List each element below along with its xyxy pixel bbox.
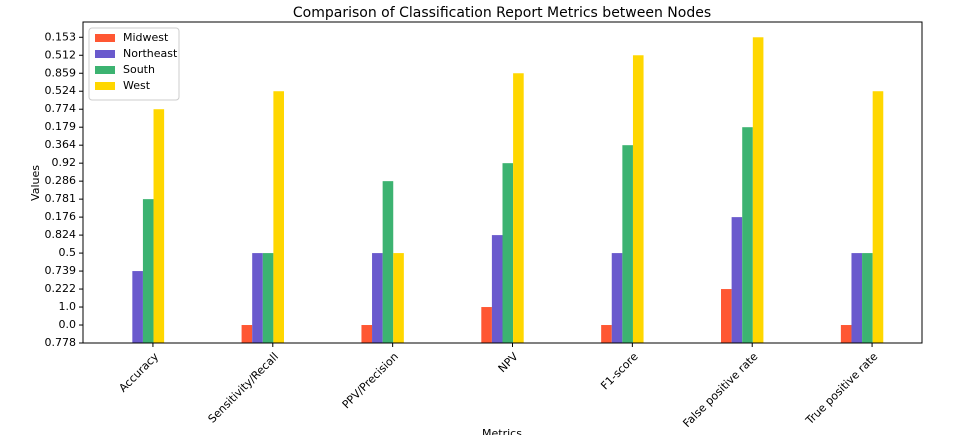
y-tick-label: 0.5 <box>59 246 77 259</box>
bar <box>601 325 612 343</box>
y-tick-label: 0.824 <box>45 228 77 241</box>
x-tick-label: Sensitivity/Recall <box>206 350 282 426</box>
bar <box>752 37 764 344</box>
bar <box>611 253 623 343</box>
x-tick-label: PPV/Precision <box>340 350 401 411</box>
bar <box>142 199 154 343</box>
bar <box>632 55 644 343</box>
y-tick-label: 0.781 <box>45 192 77 205</box>
x-axis-label: Metrics <box>482 427 522 435</box>
legend-label: Midwest <box>123 31 169 44</box>
bar <box>840 325 852 343</box>
bar <box>731 217 743 343</box>
y-tick-label: 0.859 <box>45 66 77 79</box>
bar <box>252 253 263 343</box>
bar <box>622 145 633 343</box>
bar <box>382 181 394 343</box>
legend-label: West <box>123 79 151 92</box>
bar <box>502 163 514 343</box>
y-tick-label: 0.222 <box>45 282 77 295</box>
y-tick-label: 0.92 <box>52 156 77 169</box>
bar <box>862 253 873 343</box>
x-tick-label: False positive rate <box>680 350 760 430</box>
bar <box>241 325 253 343</box>
bar <box>721 289 732 343</box>
y-tick-label: 0.512 <box>45 48 77 61</box>
legend-label: Northeast <box>123 47 178 60</box>
y-axis-label: Values <box>29 165 42 201</box>
legend-swatch <box>95 82 115 90</box>
bar <box>491 235 503 343</box>
bar <box>742 127 753 343</box>
legend-swatch <box>95 50 115 58</box>
bar <box>393 253 404 343</box>
bar <box>153 109 165 343</box>
chart-title: Comparison of Classification Report Metr… <box>293 5 711 21</box>
bar <box>481 307 492 343</box>
bar <box>262 253 274 343</box>
y-tick-label: 0.364 <box>45 138 77 151</box>
bar <box>361 325 373 343</box>
legend-label: South <box>123 63 155 76</box>
y-tick-label: 0.739 <box>45 264 77 277</box>
legend-swatch <box>95 66 115 74</box>
y-tick-label: 0.179 <box>45 120 77 133</box>
x-tick-label: Accuracy <box>116 350 161 395</box>
y-tick-label: 0.524 <box>45 84 77 97</box>
y-tick-label: 0.153 <box>45 30 77 43</box>
legend-swatch <box>95 34 115 42</box>
plot-frame <box>82 21 923 344</box>
bar <box>851 253 863 343</box>
bar <box>372 253 383 343</box>
bar <box>132 271 143 343</box>
x-tick-label: F1-score <box>598 350 640 392</box>
bar <box>872 91 884 343</box>
bar <box>513 73 524 343</box>
y-tick-label: 0.778 <box>45 336 77 349</box>
y-tick-label: 0.176 <box>45 210 77 223</box>
y-tick-label: 0.0 <box>59 318 77 331</box>
x-tick-label: NPV <box>496 350 521 375</box>
x-tick-label: True positive rate <box>803 350 881 428</box>
bar <box>273 91 284 343</box>
y-tick-label: 0.286 <box>45 174 77 187</box>
y-tick-label: 0.774 <box>45 102 77 115</box>
y-tick-label: 1.0 <box>59 300 77 313</box>
